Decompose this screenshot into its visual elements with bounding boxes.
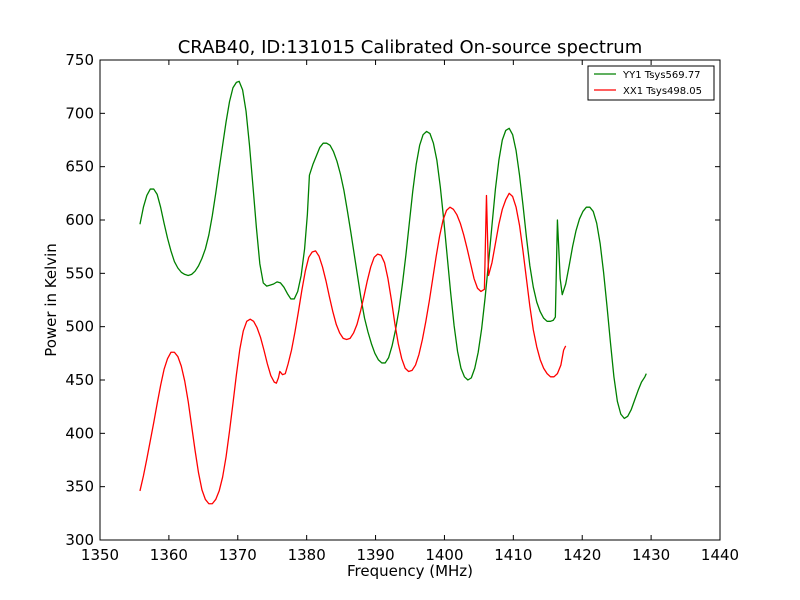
series-layer bbox=[139, 80, 647, 505]
y-tick-label: 400 bbox=[65, 424, 94, 442]
x-tick-label: 1350 bbox=[81, 546, 119, 564]
y-axis-ticks: 300 350 400 450 500 550 600 650 700 750 bbox=[65, 51, 720, 549]
x-tick-label: 1360 bbox=[150, 546, 188, 564]
y-tick-label: 500 bbox=[65, 318, 94, 336]
y-tick-label: 550 bbox=[65, 264, 94, 282]
x-tick-label: 1400 bbox=[425, 546, 463, 564]
y-tick-label: 700 bbox=[65, 104, 94, 122]
x-tick-label: 1380 bbox=[288, 546, 326, 564]
y-axis-label: Power in Kelvin bbox=[42, 243, 60, 357]
y-tick-label: 450 bbox=[65, 371, 94, 389]
x-tick-label: 1440 bbox=[701, 546, 739, 564]
y-tick-label: 600 bbox=[65, 211, 94, 229]
y-tick-label: 350 bbox=[65, 478, 94, 496]
chart-legend: YY1 Tsys569.77 XX1 Tsys498.05 bbox=[587, 65, 715, 101]
series-line-xx1 bbox=[139, 192, 567, 505]
legend-label-xx1: XX1 Tsys498.05 bbox=[623, 86, 702, 97]
legend-box bbox=[587, 65, 715, 101]
x-tick-label: 1370 bbox=[219, 546, 257, 564]
x-tick-label: 1420 bbox=[563, 546, 601, 564]
x-axis-ticks: 1350 1360 1370 1380 1390 1400 1410 1420 1430 1440 bbox=[81, 60, 739, 564]
plot-area-frame bbox=[99, 59, 721, 541]
y-tick-label: 650 bbox=[65, 158, 94, 176]
x-tick-label: 1430 bbox=[632, 546, 670, 564]
x-axis-label: Frequency (MHz) bbox=[347, 562, 473, 580]
chart-title: CRAB40, ID:131015 Calibrated On-source s… bbox=[178, 37, 643, 58]
legend-label-yy1: YY1 Tsys569.77 bbox=[622, 70, 701, 81]
x-tick-label: 1410 bbox=[494, 546, 532, 564]
y-tick-label: 300 bbox=[65, 531, 94, 549]
y-tick-label: 750 bbox=[65, 51, 94, 69]
x-tick-label: 1390 bbox=[356, 546, 394, 564]
